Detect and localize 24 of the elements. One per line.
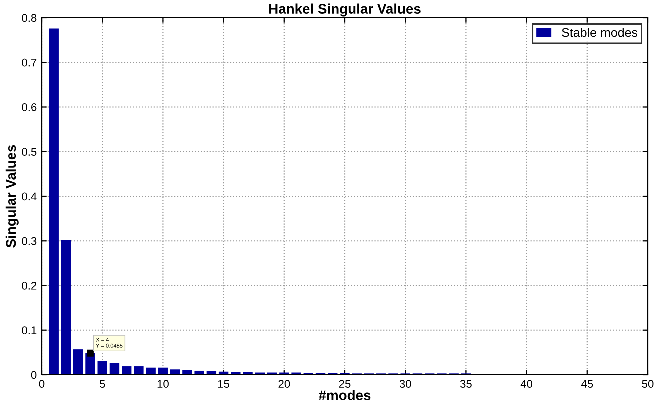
- chart-title: Hankel Singular Values: [270, 4, 421, 17]
- y-tick-label: 0.3: [22, 237, 37, 246]
- y-tick-label: 0.6: [22, 104, 37, 112]
- y-tick-label: 0.8: [22, 14, 37, 22]
- y-tick-label: 0: [31, 371, 37, 380]
- x-tick-label: 10: [158, 380, 169, 388]
- y-tick-label: 0.1: [22, 326, 37, 335]
- x-tick-label: 50: [642, 380, 654, 388]
- x-tick-label: 25: [339, 380, 351, 388]
- x-tick-label: 0: [39, 380, 45, 388]
- legend-label: Stable modes: [562, 28, 638, 38]
- x-tick-label: 5: [100, 380, 106, 388]
- y-tick-label: 0.2: [22, 282, 37, 290]
- y-axis-title: Singular Values: [6, 145, 19, 248]
- x-tick-label: 30: [400, 380, 412, 388]
- x-tick-label: 45: [581, 380, 594, 388]
- x-axis-title: #modes: [318, 390, 371, 400]
- y-tick-label: 0.4: [22, 192, 37, 201]
- x-tick-label: 40: [520, 380, 533, 388]
- x-tick-label: 35: [460, 380, 472, 388]
- x-tick-label: 15: [218, 380, 230, 388]
- y-tick-label: 0.7: [22, 58, 37, 67]
- y-tick-label: 0.5: [22, 148, 37, 156]
- x-tick-label: 20: [278, 380, 290, 388]
